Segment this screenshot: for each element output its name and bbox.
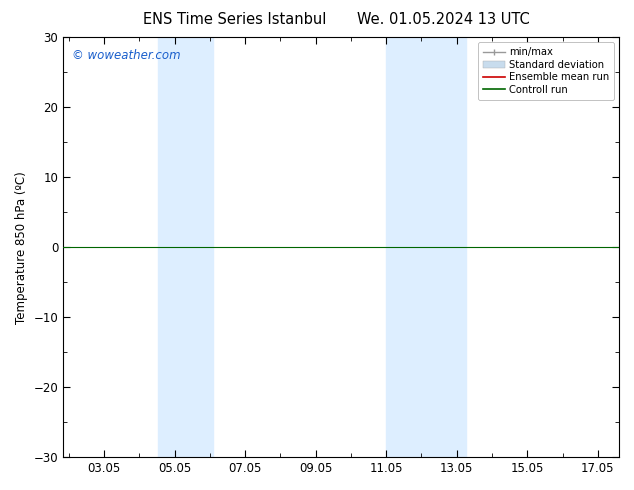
Text: We. 01.05.2024 13 UTC: We. 01.05.2024 13 UTC (358, 12, 530, 27)
Bar (158, 37, 212, 457)
Legend: min/max, Standard deviation, Ensemble mean run, Controll run: min/max, Standard deviation, Ensemble me… (478, 42, 614, 99)
Text: ENS Time Series Istanbul: ENS Time Series Istanbul (143, 12, 327, 27)
Y-axis label: Temperature 850 hPa (ºC): Temperature 850 hPa (ºC) (15, 171, 28, 323)
Text: © woweather.com: © woweather.com (72, 49, 180, 62)
Bar (386, 37, 465, 457)
